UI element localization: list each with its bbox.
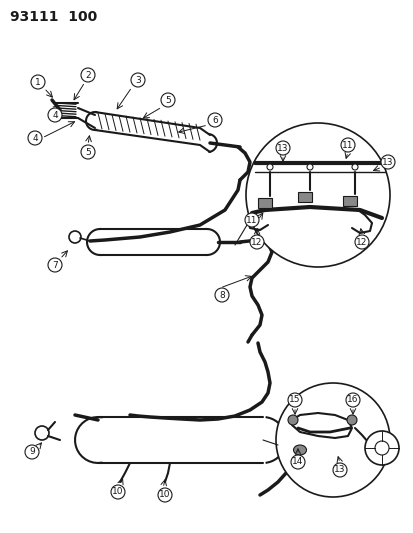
Text: 15: 15 [289, 395, 300, 405]
Circle shape [158, 488, 171, 502]
Text: 13: 13 [381, 157, 393, 166]
Text: 13: 13 [333, 465, 345, 474]
Text: 11: 11 [246, 215, 257, 224]
Text: 16: 16 [347, 395, 358, 405]
Circle shape [81, 68, 95, 82]
Text: 5: 5 [165, 95, 171, 104]
Circle shape [81, 145, 95, 159]
Circle shape [28, 131, 42, 145]
Text: 10: 10 [159, 490, 170, 499]
Circle shape [351, 164, 357, 170]
Circle shape [346, 415, 356, 425]
Circle shape [25, 445, 39, 459]
Circle shape [275, 141, 289, 155]
Circle shape [48, 108, 62, 122]
Text: 12: 12 [251, 238, 262, 246]
Text: 8: 8 [218, 290, 224, 300]
Text: 5: 5 [85, 148, 91, 157]
Circle shape [111, 485, 125, 499]
Text: 2: 2 [85, 70, 90, 79]
Circle shape [287, 393, 301, 407]
Text: 13: 13 [277, 143, 288, 152]
Circle shape [244, 213, 259, 227]
Circle shape [290, 455, 304, 469]
Circle shape [380, 155, 394, 169]
Text: 12: 12 [356, 238, 367, 246]
Text: 4: 4 [52, 110, 58, 119]
Circle shape [214, 288, 228, 302]
Circle shape [275, 383, 389, 497]
Ellipse shape [293, 445, 306, 455]
Circle shape [207, 113, 221, 127]
Text: 14: 14 [292, 457, 303, 466]
Text: 3: 3 [135, 76, 140, 85]
Circle shape [287, 415, 297, 425]
Text: 7: 7 [52, 261, 58, 270]
Circle shape [340, 138, 354, 152]
Circle shape [345, 393, 359, 407]
Bar [257, 198, 271, 208]
Circle shape [354, 235, 368, 249]
Circle shape [48, 258, 62, 272]
Text: 1: 1 [35, 77, 41, 86]
Circle shape [306, 164, 312, 170]
Text: 10: 10 [112, 488, 123, 497]
Circle shape [249, 235, 263, 249]
Circle shape [161, 93, 175, 107]
Bar [342, 196, 356, 206]
Circle shape [266, 164, 272, 170]
Circle shape [131, 73, 145, 87]
Text: 11: 11 [342, 141, 353, 149]
Text: 9: 9 [29, 448, 35, 456]
Circle shape [364, 431, 398, 465]
Circle shape [332, 463, 346, 477]
Text: 6: 6 [211, 116, 217, 125]
Circle shape [245, 123, 389, 267]
Bar [297, 192, 311, 202]
Circle shape [31, 75, 45, 89]
Text: 4: 4 [32, 133, 38, 142]
Text: 93111  100: 93111 100 [10, 10, 97, 24]
